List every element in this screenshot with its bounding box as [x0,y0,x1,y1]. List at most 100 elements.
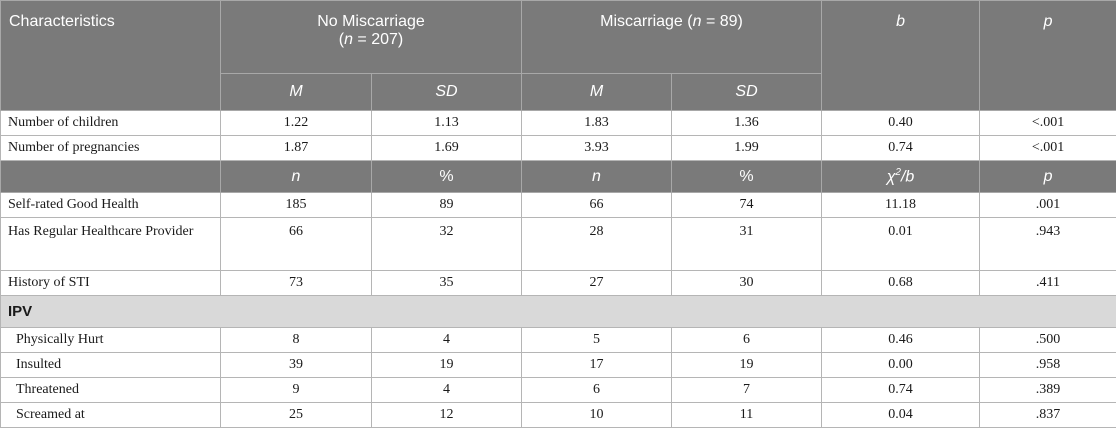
table-cell: 19 [372,353,522,378]
no-miscarriage-n-value: = 207) [353,31,403,48]
chi-square-b-header: χ2/b [822,161,980,193]
table-cell: 1.22 [221,111,372,136]
table-cell: .411 [980,271,1116,296]
table-cell: 1.99 [672,136,822,161]
table-cell: 66 [522,193,672,218]
table-cell: 31 [672,218,822,271]
table-row: Screamed at 25 12 10 11 0.04 .837 [1,403,1116,428]
subheader-cell: % [372,161,522,193]
table-cell: 1.36 [672,111,822,136]
table-cell: 10 [522,403,672,428]
subheader-cell: M [221,74,372,111]
table-cell: 7 [672,378,822,403]
table-cell: 0.74 [822,378,980,403]
header-row: Characteristics No Miscarriage (n = 207)… [1,1,1116,74]
table-cell: 28 [522,218,672,271]
no-miscarriage-header: No Miscarriage (n = 207) [221,1,522,74]
row-label: Number of pregnancies [1,136,221,161]
p-header: p [980,1,1116,111]
table-cell: 0.00 [822,353,980,378]
table-cell: 11.18 [822,193,980,218]
subheader-cell: SD [672,74,822,111]
table-cell: .389 [980,378,1116,403]
table-cell: .837 [980,403,1116,428]
subheader-cell: % [672,161,822,193]
row-label: Physically Hurt [1,328,221,353]
table-cell: 0.46 [822,328,980,353]
subheader-empty [1,161,221,193]
section-title: IPV [1,296,1116,328]
miscarriage-title: Miscarriage ( [600,13,692,30]
table-cell: 27 [522,271,672,296]
miscarriage-n-value: = 89) [702,13,743,30]
row-label: Has Regular Healthcare Provider [1,218,221,271]
subheader-cell: M [522,74,672,111]
table-cell: <.001 [980,111,1116,136]
table-cell: 0.40 [822,111,980,136]
table-cell: 39 [221,353,372,378]
table-cell: 8 [221,328,372,353]
table-cell: 66 [221,218,372,271]
table-row: Number of pregnancies 1.87 1.69 3.93 1.9… [1,136,1116,161]
row-label: Insulted [1,353,221,378]
table-cell: 6 [672,328,822,353]
table-cell: 11 [672,403,822,428]
table-cell: 1.87 [221,136,372,161]
table-cell: 4 [372,378,522,403]
table-cell: .001 [980,193,1116,218]
no-miscarriage-n-var: n [344,31,353,48]
table-cell: 32 [372,218,522,271]
table-cell: .958 [980,353,1116,378]
table-cell: 0.01 [822,218,980,271]
miscarriage-n-var: n [693,13,702,30]
table-cell: 1.69 [372,136,522,161]
miscarriage-header: Miscarriage (n = 89) [522,1,822,74]
table-row: Insulted 39 19 17 19 0.00 .958 [1,353,1116,378]
table-cell: .500 [980,328,1116,353]
table-cell: <.001 [980,136,1116,161]
table-row: Physically Hurt 8 4 5 6 0.46 .500 [1,328,1116,353]
table-cell: 3.93 [522,136,672,161]
table-cell: 9 [221,378,372,403]
table-cell: 0.04 [822,403,980,428]
p-subheader: p [980,161,1116,193]
table-row: Has Regular Healthcare Provider 66 32 28… [1,218,1116,271]
section-row-ipv: IPV [1,296,1116,328]
row-label: Screamed at [1,403,221,428]
subheader-cell: n [221,161,372,193]
row-label: History of STI [1,271,221,296]
table-cell: 185 [221,193,372,218]
table-row: Number of children 1.22 1.13 1.83 1.36 0… [1,111,1116,136]
table-cell: 1.83 [522,111,672,136]
characteristics-header: Characteristics [1,1,221,111]
table-cell: 73 [221,271,372,296]
row-label: Self-rated Good Health [1,193,221,218]
table-cell: 4 [372,328,522,353]
row-label: Threatened [1,378,221,403]
table-cell: 1.13 [372,111,522,136]
subheader-row-2: n % n % χ2/b p [1,161,1116,193]
table-cell: 17 [522,353,672,378]
table-cell: 6 [522,378,672,403]
table-cell: 12 [372,403,522,428]
table-cell: 0.74 [822,136,980,161]
table-cell: 0.68 [822,271,980,296]
subheader-cell: n [522,161,672,193]
row-label: Number of children [1,111,221,136]
table-cell: 30 [672,271,822,296]
b-header: b [822,1,980,111]
table-cell: 19 [672,353,822,378]
no-miscarriage-title: No Miscarriage [317,13,425,30]
table-cell: 25 [221,403,372,428]
table-cell: 89 [372,193,522,218]
table-cell: 5 [522,328,672,353]
chi-b-suffix: /b [901,168,914,185]
table-cell: 74 [672,193,822,218]
subheader-cell: SD [372,74,522,111]
table-row: Threatened 9 4 6 7 0.74 .389 [1,378,1116,403]
table-row: Self-rated Good Health 185 89 66 74 11.1… [1,193,1116,218]
table-cell: 35 [372,271,522,296]
table-row: History of STI 73 35 27 30 0.68 .411 [1,271,1116,296]
table-cell: .943 [980,218,1116,271]
